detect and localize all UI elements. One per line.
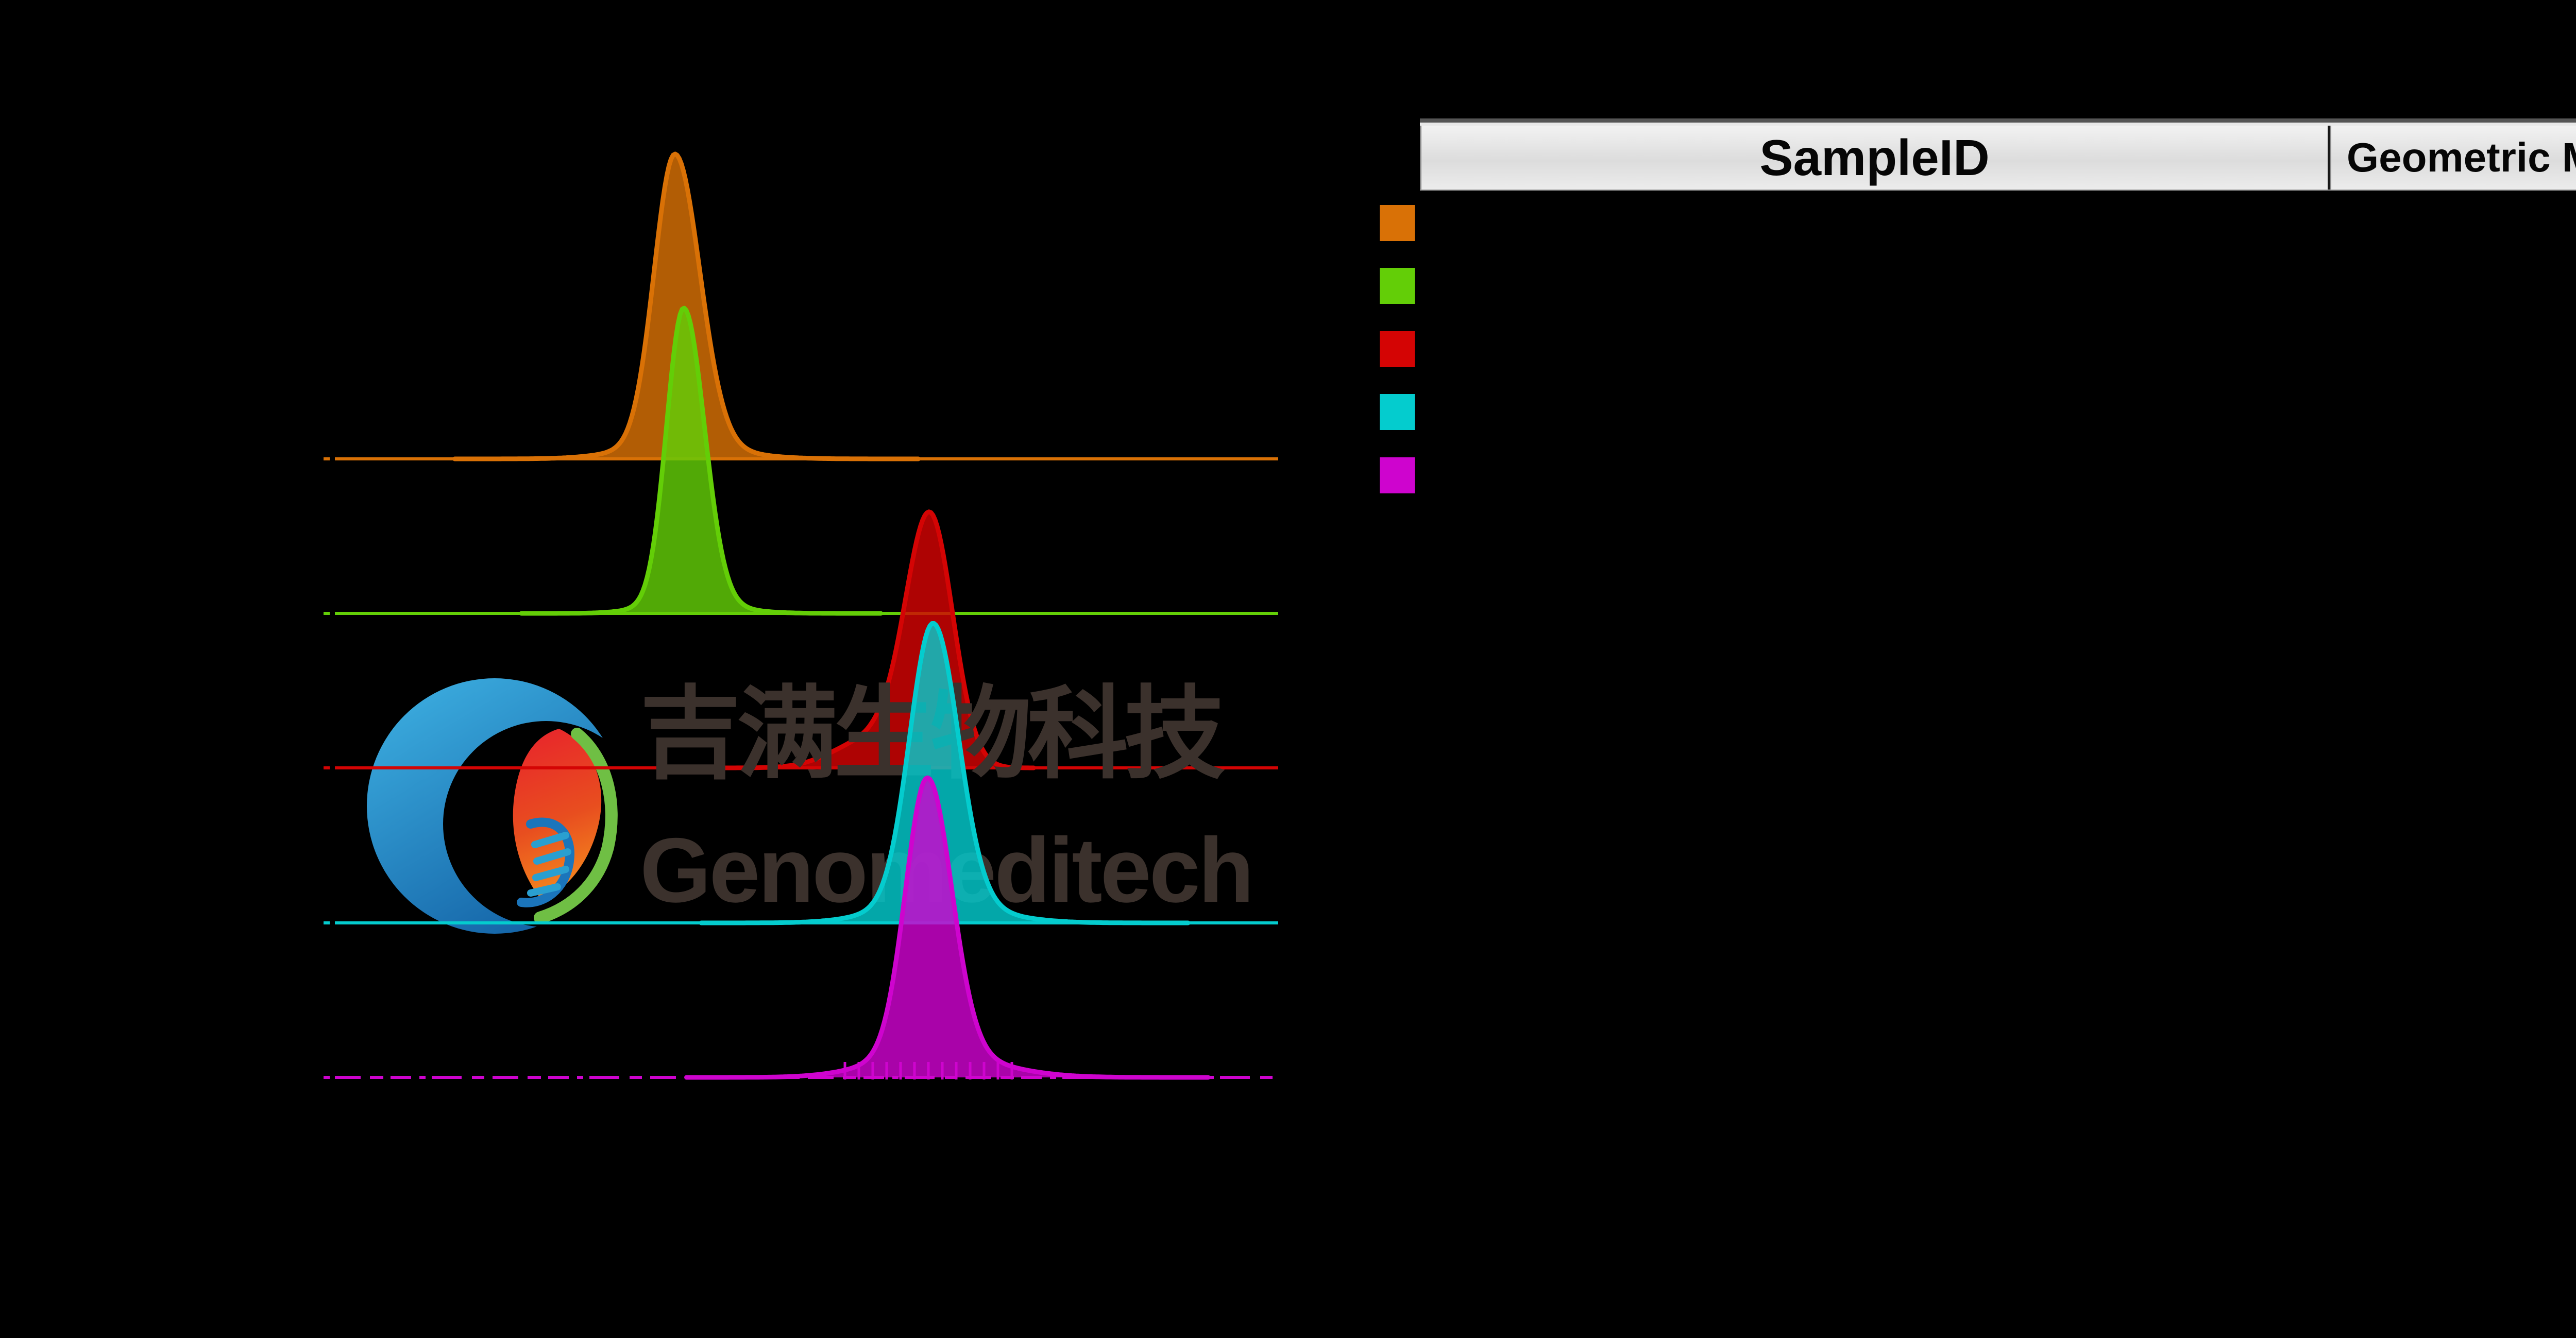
legend-swatch-orange: [1380, 205, 1415, 241]
histogram-fill-magenta: [686, 778, 1208, 1077]
column-header-geometric-mean-fl11h: Geometric Mean : FL11-H: [2330, 126, 2576, 190]
legend-swatch-magenta: [1380, 457, 1415, 493]
histogram-outline-orange: [452, 151, 921, 461]
logo-dna-rungs-icon: [527, 832, 571, 897]
histogram-outline-cyan: [699, 621, 1191, 925]
logo-dna-strand-icon: [517, 817, 574, 907]
histogram-outline-green: [519, 305, 883, 616]
results-table: SampleID Geometric Mean : FL11-H: [1420, 123, 2576, 191]
histogram-fill-green: [521, 308, 881, 613]
histogram-orange: [324, 151, 1278, 461]
legend-swatch-red: [1380, 331, 1415, 367]
histogram-fill-orange: [454, 154, 919, 459]
table-header-row: SampleID Geometric Mean : FL11-H: [1420, 123, 2576, 191]
legend-swatch-green: [1380, 268, 1415, 304]
histogram-outline-magenta: [684, 775, 1211, 1080]
logo-swirl: [367, 678, 649, 934]
histogram-outline-red: [706, 509, 1036, 770]
legend-swatch-cyan: [1380, 394, 1415, 430]
histogram-green: [324, 305, 1278, 616]
logo-flame-icon: [513, 729, 602, 900]
column-header-sampleid: SampleID: [1420, 126, 2330, 190]
histogram-fill-cyan: [701, 623, 1188, 923]
histogram-magenta: [324, 775, 1278, 1080]
histogram-cyan: [324, 621, 1278, 925]
logo-leaf-icon: [534, 728, 618, 924]
